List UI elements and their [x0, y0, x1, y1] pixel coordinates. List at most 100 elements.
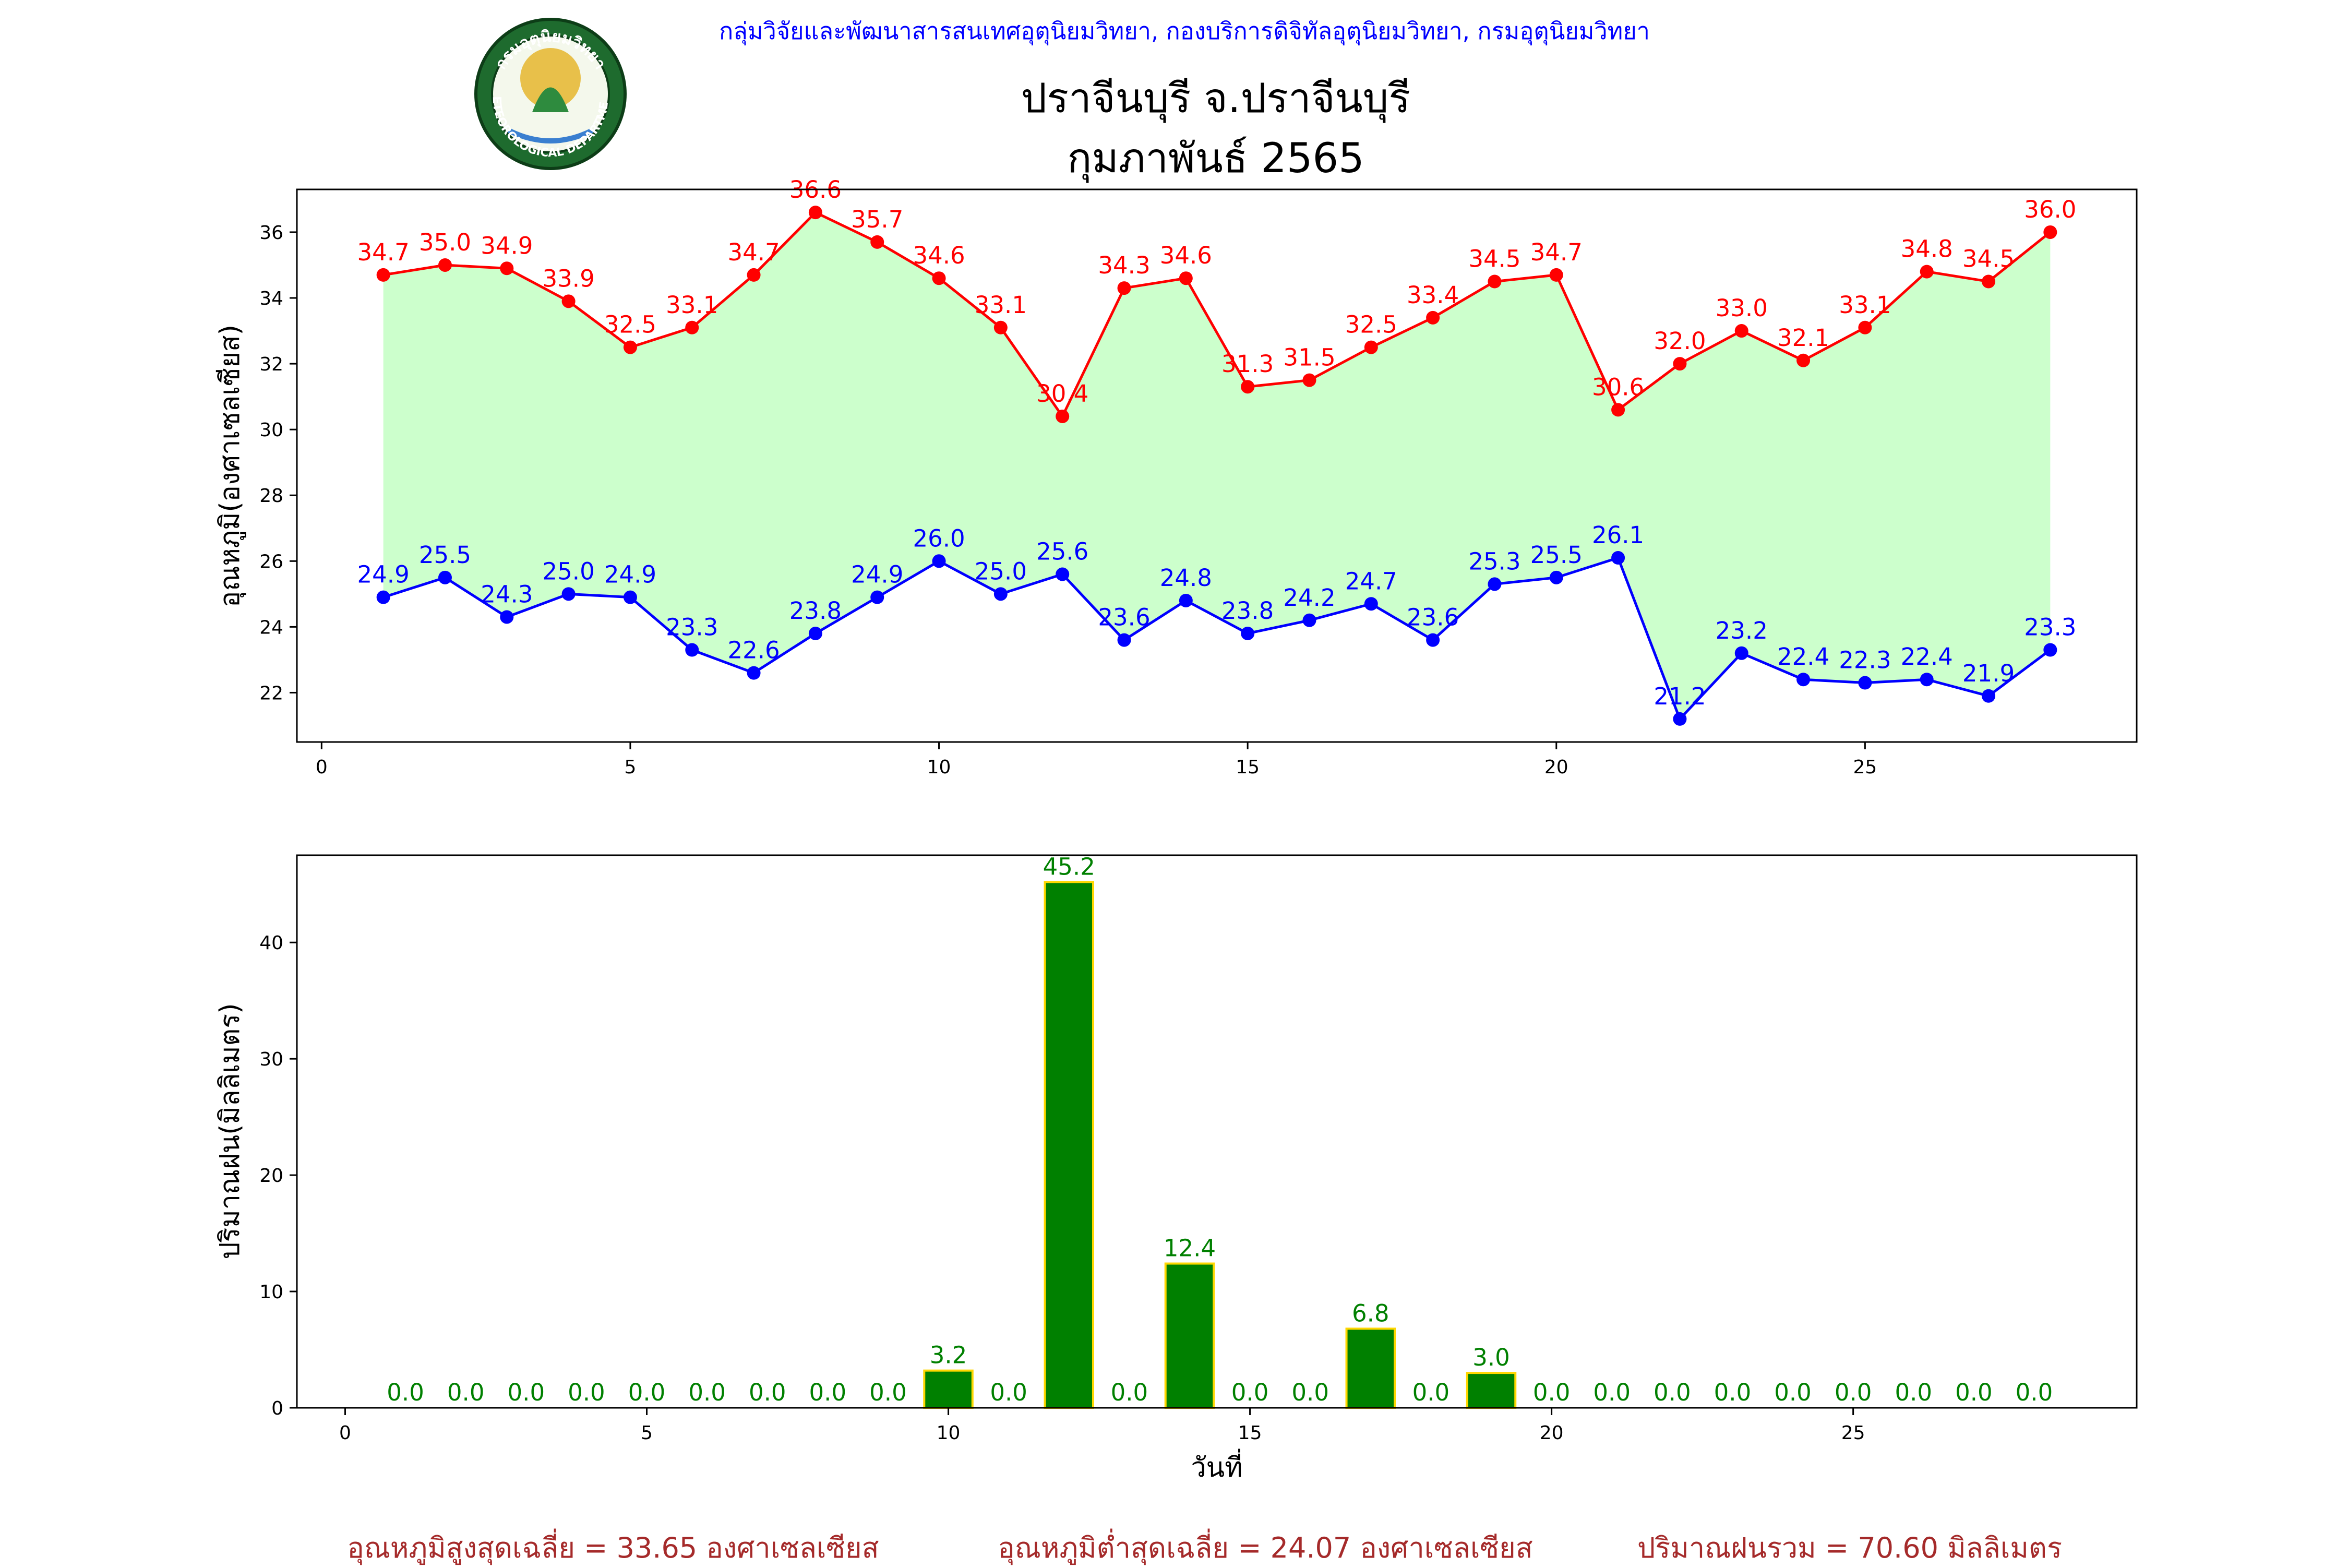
rainfall-x-tick-label: 5 [641, 1422, 653, 1444]
max-temperature-point [1734, 324, 1748, 338]
rainfall-value-label: 0.0 [749, 1379, 786, 1406]
max-temperature-point [1858, 320, 1872, 334]
rainfall-x-tick-label: 25 [1841, 1422, 1865, 1444]
min-temperature-value-label: 23.6 [1407, 604, 1459, 631]
min-temperature-point [932, 554, 946, 568]
temperature-x-tick-label: 15 [1236, 757, 1260, 778]
max-temperature-point [1549, 268, 1563, 282]
rainfall-value-label: 12.4 [1164, 1235, 1216, 1262]
min-temperature-value-label: 25.0 [543, 557, 595, 585]
rainfall-value-label: 0.0 [2016, 1379, 2053, 1406]
rainfall-value-label: 0.0 [1412, 1379, 1450, 1406]
rainfall-value-label: 0.0 [447, 1379, 485, 1406]
rainfall-y-axis-label: ปริมาณฝน(มิลลิเมตร) [214, 1003, 246, 1259]
temperature-y-tick-label: 24 [259, 617, 283, 638]
max-temperature-point [623, 340, 637, 354]
meteorological-department-logo: กรมอุตุนิยมวิทยา METEOROLOGICAL DEPARTME… [0, 0, 627, 170]
min-temperature-point [870, 590, 884, 604]
temperature-y-tick-label: 26 [259, 551, 283, 572]
rainfall-value-label: 0.0 [568, 1379, 605, 1406]
max-temperature-value-label: 36.0 [2024, 196, 2076, 223]
min-temperature-point [1056, 567, 1070, 581]
max-temperature-value-label: 33.1 [666, 291, 718, 319]
max-temperature-point [932, 271, 946, 285]
total-rainfall: ปริมาณฝนรวม = 70.60 มิลลิเมตร [1637, 1531, 2062, 1564]
max-temperature-point [1117, 281, 1131, 295]
max-temperature-value-label: 34.5 [1962, 245, 2015, 273]
rainfall-y-tick-label: 10 [259, 1282, 283, 1303]
max-temperature-point [1241, 380, 1255, 394]
min-temperature-value-label: 26.1 [1592, 521, 1644, 549]
rainfall-value-label: 0.0 [1291, 1379, 1329, 1406]
min-temperature-point [438, 570, 452, 584]
min-temperature-value-label: 24.8 [1160, 564, 1212, 592]
max-temperature-value-label: 34.6 [913, 242, 965, 269]
rainfall-value-label: 0.0 [869, 1379, 907, 1406]
rainfall-value-label: 0.0 [1714, 1379, 1752, 1406]
rainfall-x-tick-label: 20 [1540, 1422, 1564, 1444]
min-temperature-value-label: 21.9 [1962, 660, 2015, 687]
min-temperature-point [1241, 626, 1255, 640]
max-temperature-point [870, 235, 884, 249]
min-temperature-point [500, 610, 514, 624]
max-temperature-value-label: 33.0 [1716, 294, 1768, 322]
max-temperature-point [1982, 274, 1996, 289]
min-temperature-point [685, 643, 699, 657]
max-temperature-value-label: 30.6 [1592, 373, 1644, 401]
min-temperature-value-label: 21.2 [1654, 683, 1706, 710]
max-temperature-point [685, 320, 699, 334]
rainfall-value-label: 0.0 [1955, 1379, 1993, 1406]
max-temperature-value-label: 30.4 [1036, 380, 1088, 408]
max-temperature-value-label: 33.9 [543, 265, 595, 292]
min-temperature-line [382, 556, 2051, 722]
max-temperature-point [1611, 403, 1625, 417]
max-temperature-point [500, 261, 514, 276]
rainfall-value-label: 0.0 [809, 1379, 847, 1406]
rainfall-x-tick-label: 10 [937, 1422, 961, 1444]
rainfall-value-label: 45.2 [1043, 853, 1095, 880]
max-temperature-point [1796, 353, 1811, 367]
temperature-y-tick-label: 28 [259, 485, 283, 507]
rainfall-bar [1345, 1327, 1396, 1409]
min-temperature-value-label: 22.6 [727, 637, 780, 664]
max-temperature-point [1488, 274, 1502, 289]
min-temperature-value-label: 23.3 [666, 614, 718, 641]
min-temperature-point [1117, 633, 1131, 647]
rainfall-y-tick-label: 0 [271, 1398, 283, 1419]
max-temperature-point [1426, 310, 1440, 325]
min-temperature-value-label: 25.5 [419, 541, 471, 569]
min-temperature-value-label: 22.4 [1901, 643, 1953, 671]
min-temperature-value-label: 22.4 [1777, 643, 1829, 671]
temperature-y-tick-label: 32 [259, 354, 283, 375]
max-temperature-value-label: 35.7 [851, 206, 903, 233]
rainfall-y-tick-label: 30 [259, 1049, 283, 1070]
max-temperature-line [383, 211, 2051, 419]
min-temperature-point [808, 626, 822, 640]
max-temperature-point [1179, 271, 1193, 285]
rainfall-y-tick-label: 40 [259, 932, 283, 954]
rainfall-x-tick-label: 0 [339, 1422, 351, 1444]
rainfall-y-tick-label: 20 [259, 1165, 283, 1187]
rainfall-bar [1164, 1262, 1215, 1409]
max-temperature-value-label: 32.0 [1654, 327, 1706, 355]
max-temperature-value-label: 33.1 [1839, 291, 1891, 319]
agency-line: กลุ่มวิจัยและพัฒนาสารสนเทศอุตุนิยมวิทยา,… [719, 17, 1650, 45]
max-temperature-value-label: 31.3 [1221, 350, 1274, 378]
max-temperature-value-label: 34.8 [1901, 235, 1953, 263]
rainfall-value-label: 0.0 [1774, 1379, 1812, 1406]
min-temperature-value-label: 24.2 [1283, 584, 1335, 612]
max-temperature-value-label: 32.1 [1777, 324, 1829, 352]
rainfall-plot-frame [296, 854, 2138, 1409]
min-temperature-value-label: 26.0 [913, 524, 965, 552]
max-temperature-value-label: 34.7 [727, 238, 780, 266]
max-temperature-value-label: 34.9 [481, 232, 533, 259]
rainfall-value-label: 0.0 [990, 1379, 1027, 1406]
min-temperature-point [376, 590, 390, 604]
max-temperature-point [808, 206, 822, 220]
max-temperature-value-label: 34.6 [1160, 242, 1212, 269]
min-temperature-point [561, 587, 576, 601]
rainfall-value-label: 0.0 [1593, 1379, 1631, 1406]
min-temperature-point [623, 590, 637, 604]
